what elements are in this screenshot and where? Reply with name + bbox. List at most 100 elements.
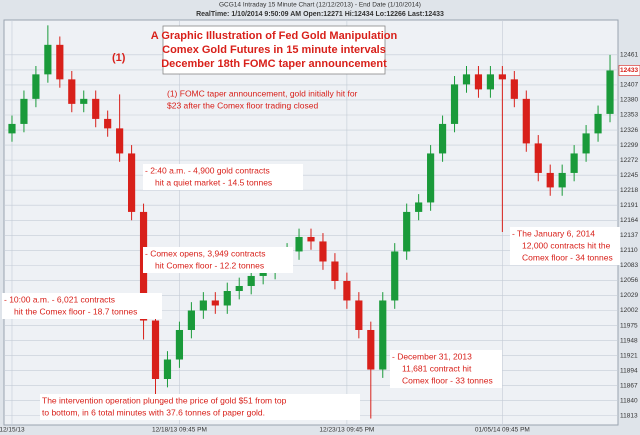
x-tick-label: 12/15/13 bbox=[0, 427, 25, 434]
candle-body bbox=[438, 123, 447, 154]
annotation: 12,000 contracts hit the bbox=[522, 240, 611, 250]
candle-body bbox=[594, 113, 602, 134]
candle-body bbox=[211, 300, 219, 306]
candle-body bbox=[427, 153, 435, 203]
annotation: - 10:00 a.m. - 6,021 contracts bbox=[4, 294, 115, 304]
y-tick-label: 12326 bbox=[620, 127, 638, 134]
chart-title: December 18th FOMC taper announcement bbox=[161, 58, 387, 70]
candle-body bbox=[498, 74, 506, 80]
candle-body bbox=[307, 236, 315, 242]
y-tick-label: 12299 bbox=[620, 142, 638, 149]
candle-body bbox=[415, 202, 423, 212]
y-tick-label: 12002 bbox=[620, 307, 638, 314]
annotation: - 2:40 a.m. - 4,900 gold contracts bbox=[145, 165, 270, 175]
candle-body bbox=[570, 153, 578, 173]
candle-body bbox=[379, 300, 387, 370]
candle-body bbox=[343, 280, 351, 301]
candle-body bbox=[128, 153, 136, 212]
annotation-box bbox=[2, 293, 162, 319]
x-tick-label: 12/23/13 09:45 PM bbox=[319, 427, 374, 434]
annotations: A Graphic Illustration of Fed Gold Manip… bbox=[2, 25, 620, 420]
candle-body bbox=[104, 118, 112, 129]
candle-body bbox=[235, 285, 243, 292]
annotation: 11,681 contract hit bbox=[402, 363, 472, 373]
annotation-box bbox=[40, 394, 360, 420]
annotation: - The January 6, 2014 bbox=[512, 228, 595, 238]
candle-body bbox=[175, 329, 184, 360]
annotation: Comex floor - 33 tonnes bbox=[402, 375, 493, 385]
y-tick-label: 12218 bbox=[620, 187, 638, 194]
candle-body bbox=[546, 172, 554, 188]
candle-body bbox=[223, 291, 231, 306]
annotation: $23 after the Comex floor trading closed bbox=[167, 100, 318, 110]
header: GCG14 Intraday 15 Minute Chart (12/12/20… bbox=[219, 2, 421, 9]
candle-body bbox=[534, 143, 542, 173]
y-tick-label: 12029 bbox=[620, 292, 638, 299]
y-tick-label: 11948 bbox=[620, 337, 638, 344]
candle-body bbox=[199, 300, 207, 311]
y-tick-label: 11867 bbox=[620, 382, 638, 389]
y-tick-label: 12056 bbox=[620, 277, 638, 284]
y-tick-label: 11975 bbox=[620, 322, 638, 329]
y-tick-label: 12245 bbox=[620, 172, 638, 179]
annotation: hit a quiet market - 14.5 tonnes bbox=[155, 177, 272, 187]
candle-body bbox=[486, 74, 494, 90]
y-tick-label: 12164 bbox=[620, 217, 638, 224]
last-price-box bbox=[618, 65, 640, 76]
last-price-label: 12433 bbox=[620, 67, 638, 74]
annotation-box bbox=[143, 247, 293, 273]
annotation: - Comex opens, 3,949 contracts bbox=[145, 248, 265, 258]
annotation-box bbox=[510, 227, 620, 265]
candle-body bbox=[92, 98, 100, 119]
candle-body bbox=[68, 79, 76, 104]
annotation: The intervention operation plunged the p… bbox=[42, 395, 287, 405]
candle-body bbox=[355, 300, 363, 330]
candle-body bbox=[187, 310, 195, 330]
candle-body bbox=[259, 270, 267, 276]
candle-body bbox=[403, 211, 411, 252]
candle-body bbox=[462, 74, 471, 85]
candle-body bbox=[116, 128, 124, 154]
annotation-box bbox=[390, 350, 502, 388]
y-tick-label: 12191 bbox=[620, 202, 638, 209]
candle-body bbox=[80, 98, 88, 104]
candle-body bbox=[20, 98, 28, 124]
candle-body bbox=[163, 359, 172, 380]
y-tick-label: 11840 bbox=[620, 397, 638, 404]
annotation: (1) bbox=[112, 52, 126, 64]
y-tick-label: 12272 bbox=[620, 157, 638, 164]
header: RealTime: 1/10/2014 9:50:09 AM Open:1227… bbox=[196, 11, 444, 18]
y-tick-label: 12110 bbox=[620, 247, 638, 254]
candle-body bbox=[44, 44, 52, 75]
y-tick-label: 12461 bbox=[620, 52, 638, 59]
candle-body bbox=[391, 251, 399, 301]
chart-title: Comex Gold Futures in 15 minute interval… bbox=[162, 44, 386, 56]
candle-body bbox=[32, 74, 40, 99]
plot-area bbox=[3, 19, 619, 426]
y-tick-label: 11921 bbox=[620, 352, 638, 359]
candle-body bbox=[367, 329, 375, 370]
candle-body bbox=[319, 241, 327, 262]
candle-body bbox=[510, 79, 518, 99]
annotation: (1) FOMC taper announcement, gold initia… bbox=[167, 88, 358, 98]
y-tick-label: 12407 bbox=[620, 82, 638, 89]
annotation: to bottom, in 6 total minutes with 37.6 … bbox=[42, 407, 265, 417]
candle-body bbox=[474, 74, 483, 90]
candle-body bbox=[247, 275, 255, 286]
title-box bbox=[162, 25, 386, 75]
candle-body bbox=[8, 123, 16, 134]
annotation: hit the Comex floor - 18.7 tonnes bbox=[14, 306, 137, 316]
annotation: Comex floor - 34 tonnes bbox=[522, 252, 613, 262]
candle-body bbox=[522, 98, 530, 144]
candle-body bbox=[331, 261, 339, 281]
y-tick-label: 11813 bbox=[620, 412, 638, 419]
candle-body bbox=[606, 70, 614, 114]
candle-body bbox=[56, 44, 64, 80]
candle-body bbox=[295, 236, 303, 252]
annotation: hit Comex floor - 12.2 tonnes bbox=[155, 260, 264, 270]
y-tick-label: 12353 bbox=[620, 112, 638, 119]
x-tick-label: 01/05/14 09:45 PM bbox=[475, 427, 530, 434]
candle-body bbox=[558, 172, 566, 188]
y-tick-label: 11894 bbox=[620, 367, 638, 374]
annotation: - December 31, 2013 bbox=[392, 351, 472, 361]
